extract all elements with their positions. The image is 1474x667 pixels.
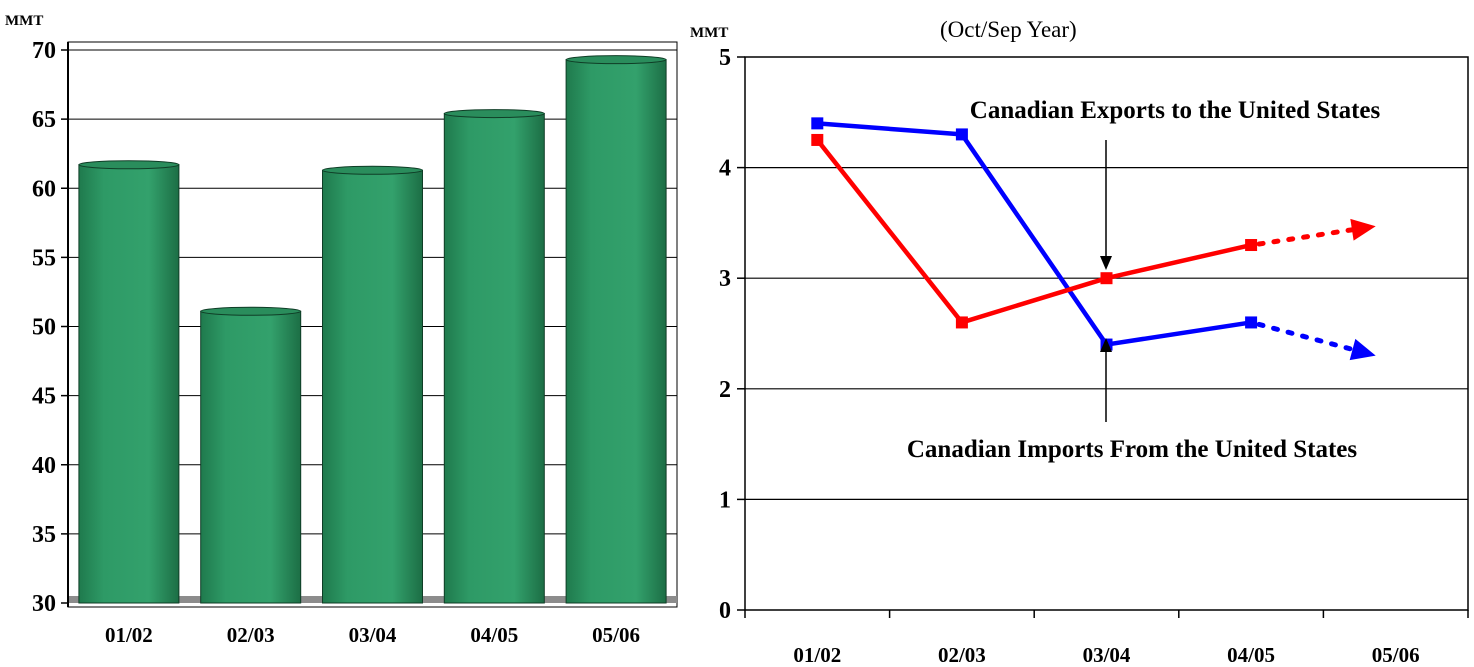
line-x-tick-label: 04/05 — [1227, 643, 1275, 667]
line-subtitle: (Oct/Sep Year) — [940, 17, 1077, 42]
bar-y-tick-label: 70 — [32, 38, 56, 64]
series-marker — [811, 133, 824, 146]
bar-cap — [200, 306, 302, 316]
series-marker — [1245, 316, 1258, 329]
bar-y-axis-ticks: 30 35 40 45 50 55 60 65 70 — [32, 38, 68, 617]
bar-cap — [322, 165, 423, 175]
bar-01-02 — [78, 160, 180, 604]
exports-annotation: Canadian Exports to the United States — [970, 97, 1381, 124]
bar-03-04 — [322, 165, 423, 604]
projection-dotted-line — [1256, 321, 1356, 352]
line-y-tick-label: 5 — [719, 45, 731, 71]
bar-y-tick-label: 65 — [32, 107, 56, 133]
bar-cap — [565, 55, 667, 65]
bar-x-tick-label: 03/04 — [349, 623, 397, 647]
bar-x-tick-label: 04/05 — [470, 623, 518, 647]
bar-x-axis-ticks: 01/02 02/03 03/04 04/05 05/06 — [105, 623, 640, 647]
imports-annotation: Canadian Imports From the United States — [907, 436, 1358, 463]
series-line — [815, 138, 1252, 325]
series-marker — [811, 117, 824, 130]
line-y-unit-label: MMT — [690, 25, 728, 41]
line-chart: 0 1 2 3 4 5 01/02 02/03 03/04 04/05 05/06 MMT (Oc… — [690, 17, 1469, 667]
bar-x-tick-label: 02/03 — [227, 623, 275, 647]
bar-y-tick-label: 45 — [32, 384, 56, 410]
bar-x-tick-label: 05/06 — [592, 623, 640, 647]
line-series-group — [811, 117, 1376, 361]
line-x-tick-label: 02/03 — [938, 643, 986, 667]
exports-series — [811, 117, 1376, 361]
series-marker — [1100, 272, 1113, 285]
series-marker — [1245, 239, 1258, 252]
line-x-tick-label: 05/06 — [1372, 643, 1420, 667]
bar-body — [200, 310, 302, 604]
bar-04-05 — [443, 109, 545, 604]
bar-body — [565, 59, 667, 604]
bar-05-06 — [565, 55, 667, 604]
bar-y-tick-label: 60 — [32, 176, 56, 202]
line-y-axis-ticks: 0 1 2 3 4 5 — [719, 45, 745, 624]
series-marker — [955, 316, 968, 329]
bar-body — [443, 113, 545, 604]
line-y-tick-label: 2 — [719, 377, 731, 403]
series-marker — [955, 128, 968, 141]
line-x-tick-label: 03/04 — [1083, 643, 1131, 667]
line-x-axis-ticks: 01/02 02/03 03/04 04/05 05/06 — [744, 610, 1469, 667]
bar-y-unit-label: MMT — [5, 13, 43, 29]
bar-y-tick-label: 50 — [32, 315, 56, 341]
line-annotations: Canadian Exports to the United States Ca… — [907, 97, 1381, 463]
bar-y-tick-label: 40 — [32, 453, 56, 479]
line-x-tick-label: 01/02 — [793, 643, 841, 667]
projection-dotted-line — [1256, 227, 1355, 247]
bar-y-tick-label: 35 — [32, 522, 56, 548]
exports-arrowhead — [1100, 256, 1112, 270]
line-y-tick-label: 1 — [719, 487, 731, 513]
line-y-tick-label: 4 — [719, 156, 731, 182]
bar-series — [78, 55, 667, 604]
bar-x-tick-label: 01/02 — [105, 623, 153, 647]
imports-series — [811, 133, 1376, 329]
projection-arrowhead — [1349, 338, 1376, 361]
line-y-tick-label: 0 — [719, 598, 731, 624]
bar-y-tick-label: 30 — [32, 591, 56, 617]
line-plot-frame — [744, 56, 1469, 611]
series-line — [817, 121, 1252, 347]
projection-arrowhead — [1350, 218, 1376, 241]
imports-arrowhead — [1100, 338, 1112, 352]
bar-02-03 — [200, 306, 302, 604]
bar-body — [322, 169, 423, 604]
bar-body — [78, 164, 180, 604]
bar-cap — [78, 160, 180, 170]
bar-y-tick-label: 55 — [32, 245, 56, 271]
bar-cap — [443, 109, 545, 119]
line-y-tick-label: 3 — [719, 266, 731, 292]
